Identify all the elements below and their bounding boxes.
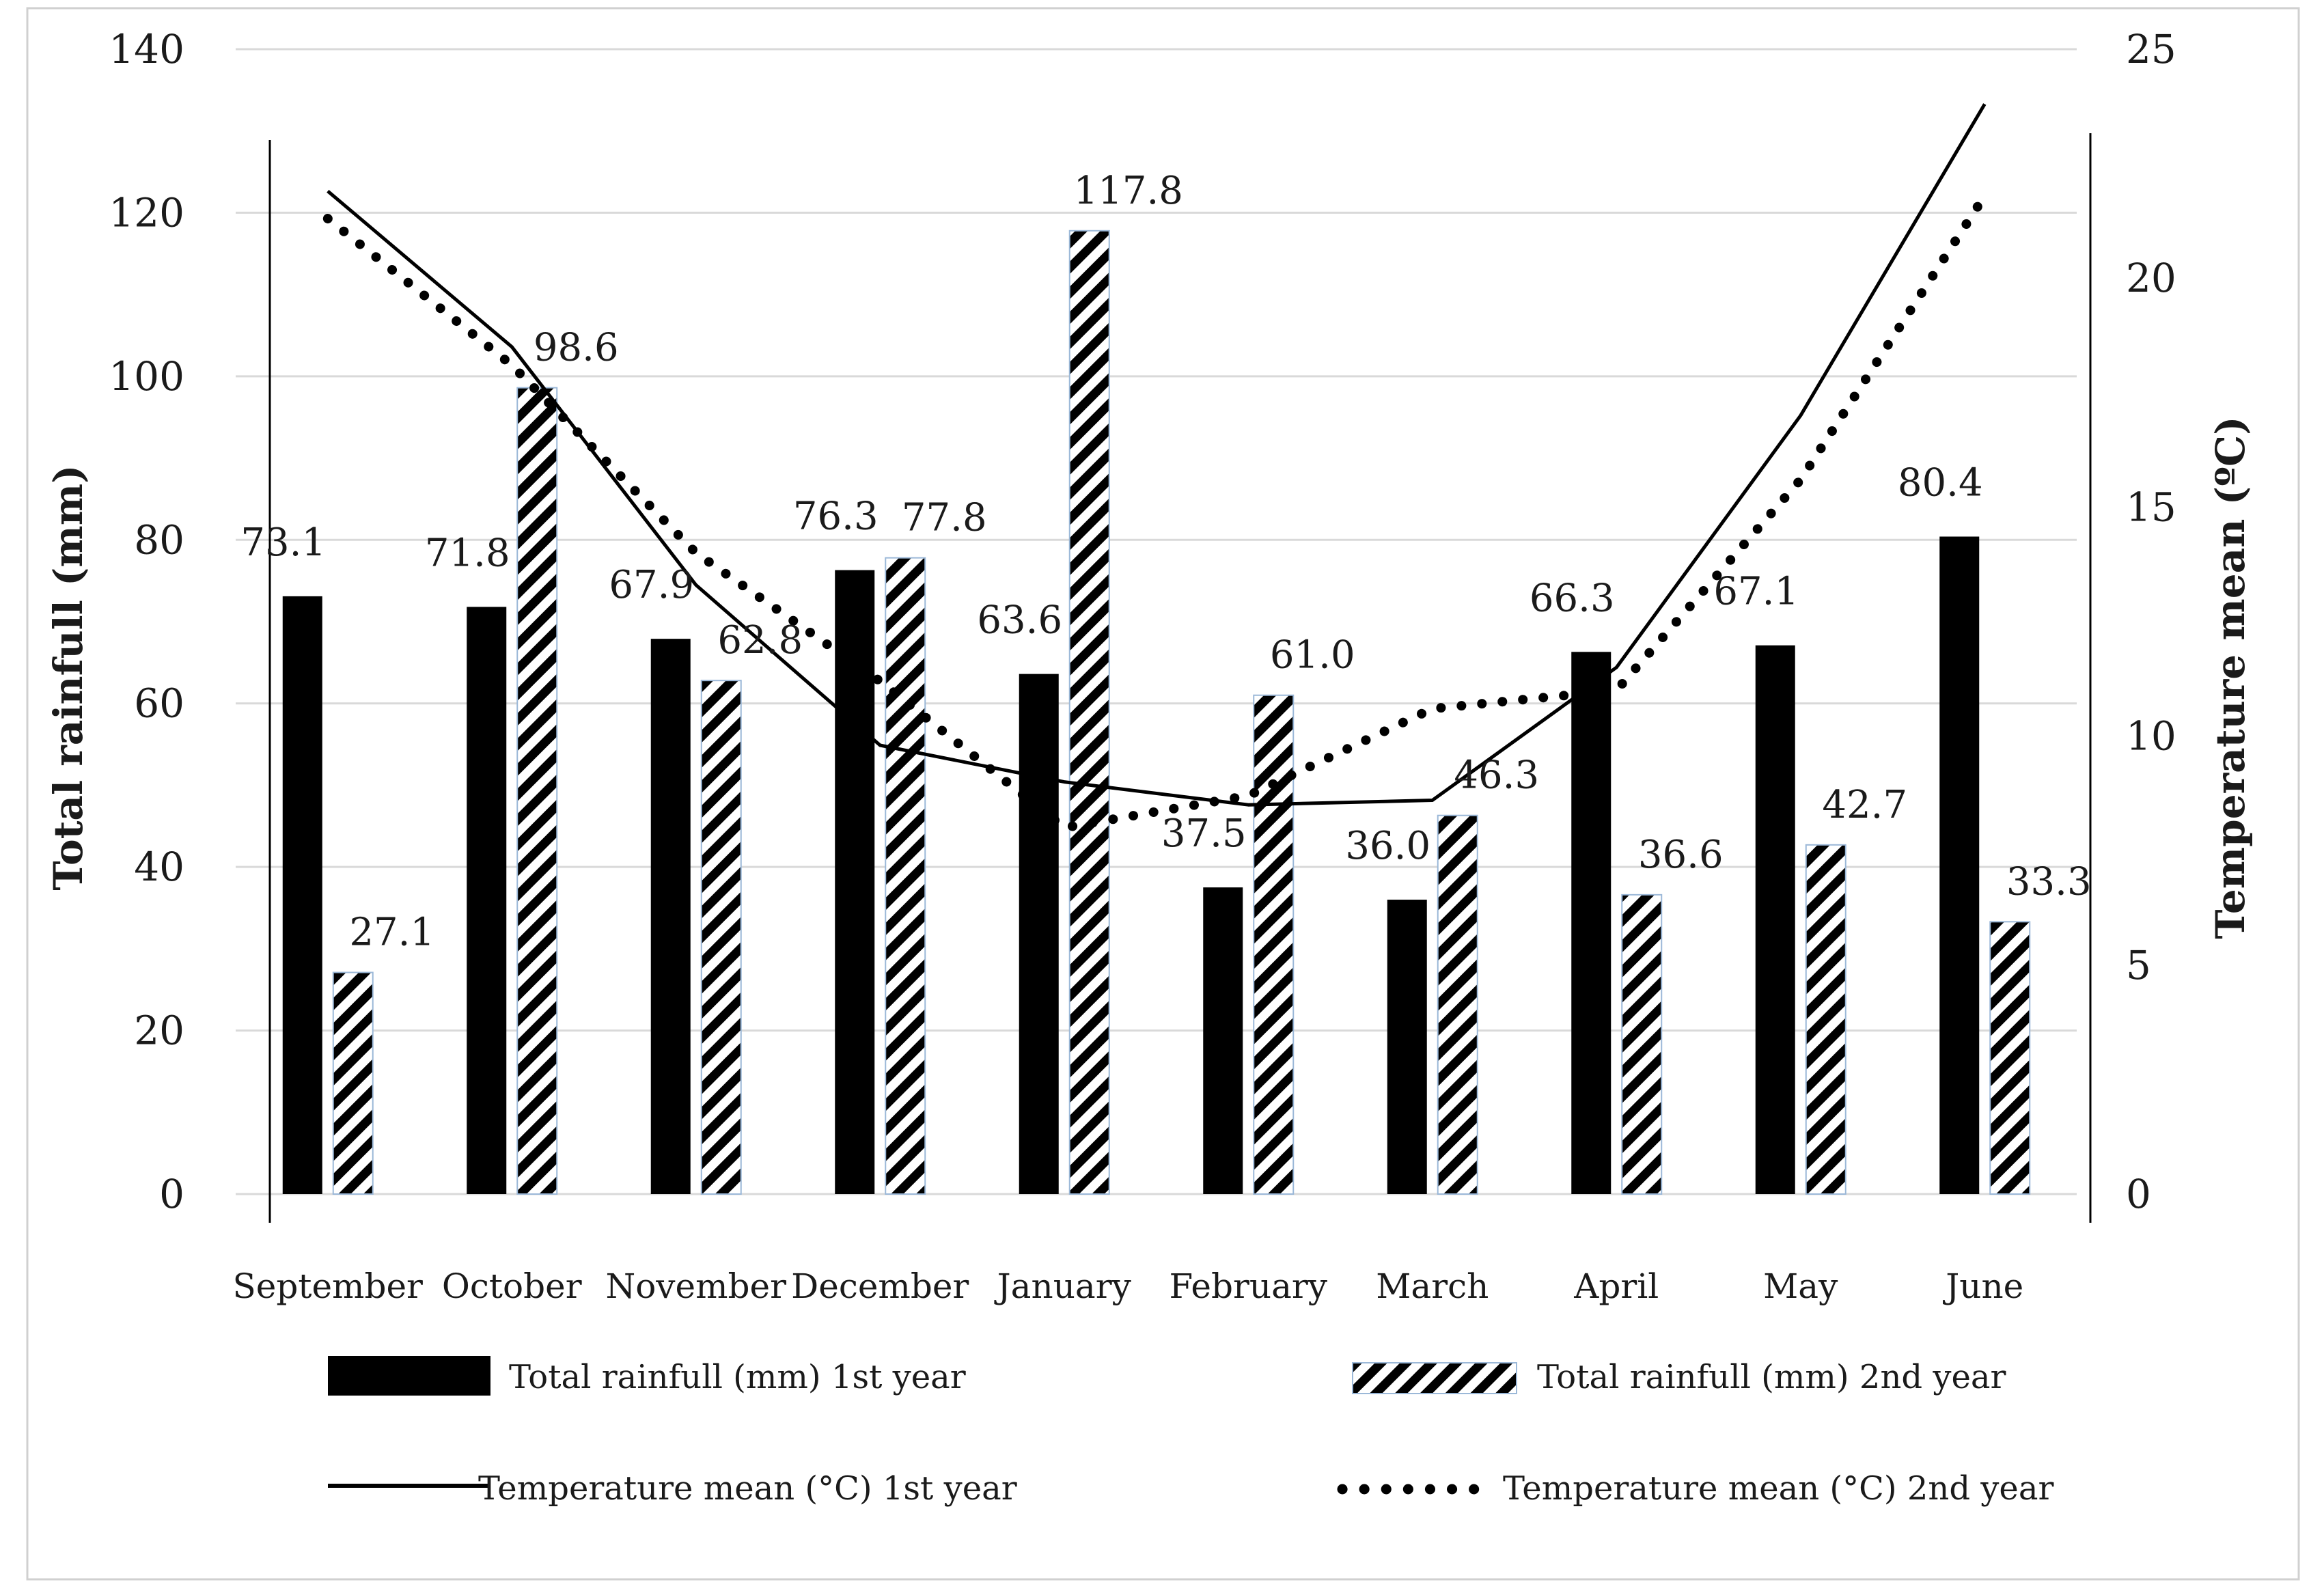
month-label-september: September [233,1266,424,1306]
month-label-december: December [791,1266,969,1306]
right-tick-5: 5 [2126,942,2151,988]
month-labels: September October November December January F… [233,1266,2024,1306]
month-label-april: April [1573,1266,1659,1306]
data-label-2nd-year-october: 98.6 [534,326,619,370]
data-label-2nd-year-november: 62.8 [717,618,803,663]
bar-2nd-year-may [1805,844,1846,1195]
bar-1st-year-november [650,639,691,1194]
legend: Total rainfull (mm) 1st year Total rainf… [328,1356,2053,1508]
left-tick-100: 100 [109,353,184,400]
left-tick-80: 80 [134,516,184,563]
left-tick-0: 0 [159,1171,184,1217]
bar-2nd-year-march [1437,814,1478,1195]
legend-label-1st-year-rainfall: Total rainfull (mm) 1st year [509,1358,966,1396]
data-label-1st-year-november: 67.9 [609,563,694,607]
month-label-february: February [1169,1266,1327,1306]
bar-2nd-year-january [1068,230,1110,1195]
bar-1st-year-march [1387,900,1427,1194]
bar-1st-year-september [282,596,322,1194]
bar-2nd-year-october [516,387,558,1195]
data-label-1st-year-january: 63.6 [977,598,1062,643]
month-label-may: May [1763,1266,1838,1306]
month-label-november: November [605,1266,786,1306]
right-tick-10: 10 [2126,713,2176,760]
temperature-lines [322,103,1990,833]
data-label-2nd-year-february: 61.0 [1270,633,1355,678]
left-tick-20: 20 [134,1008,184,1054]
legend-label-2nd-year-temperature: Temperature mean (°C) 2nd year [1503,1469,2053,1508]
data-label-2nd-year-september: 27.1 [349,911,434,955]
chart-frame [26,7,2300,1581]
bar-2nd-year-june [1989,921,2031,1195]
bar-2nd-year-february [1253,694,1295,1195]
data-label-1st-year-december: 76.3 [793,495,879,539]
data-label-2nd-year-december: 77.8 [902,496,987,540]
right-tick-15: 15 [2126,484,2176,530]
data-label-2nd-year-january: 117.8 [1074,169,1183,213]
line-temperature-2nd-year [322,191,1990,833]
month-label-october: October [442,1266,582,1306]
bar-2nd-year-november [700,680,742,1195]
left-tick-60: 60 [134,680,184,727]
axis-ticks: 0 20 40 60 80 100 120 140 0 5 10 15 20 25 [109,26,2176,1217]
bar-1st-year-february [1203,887,1243,1194]
bar-2nd-year-april [1621,894,1663,1195]
data-label-2nd-year-april: 36.6 [1638,833,1724,877]
bar-1st-year-october [467,607,507,1194]
data-label-1st-year-october: 71.8 [425,531,510,575]
data-label-2nd-year-june: 33.3 [2006,859,2092,904]
left-tick-140: 140 [109,26,184,72]
right-tick-25: 25 [2126,26,2176,72]
right-tick-20: 20 [2126,255,2176,301]
right-tick-0: 0 [2126,1171,2151,1217]
legend-swatch-2nd-year-rainfall [1352,1362,1517,1394]
legend-swatch-1st-year-rainfall [328,1356,490,1396]
bar-1st-year-january [1019,674,1059,1194]
data-labels: 73.1 27.1 71.8 98.6 67.9 62.8 76.3 77.8 63.6 117.… [240,169,2091,955]
left-axis-title: Total rainfull (mm) [45,465,92,890]
bars [282,230,2031,1195]
data-label-1st-year-june: 80.4 [1898,460,1983,505]
left-tick-120: 120 [109,189,184,236]
bar-1st-year-may [1755,645,1795,1194]
bar-2nd-year-september [332,971,374,1195]
line-temperature-1st-year [327,103,1987,807]
legend-label-1st-year-temperature: Temperature mean (°C) 1st year [478,1469,1017,1508]
data-label-1st-year-february: 37.5 [1161,812,1247,856]
bar-2nd-year-december [885,557,926,1195]
data-label-2nd-year-march: 46.3 [1454,753,1539,798]
month-label-march: March [1376,1266,1489,1306]
month-label-june: June [1942,1266,2023,1306]
data-label-1st-year-april: 66.3 [1530,576,1615,620]
bar-1st-year-december [835,570,875,1194]
month-label-january: January [994,1266,1132,1306]
data-label-1st-year-september: 73.1 [240,521,326,565]
bar-1st-year-april [1571,652,1611,1194]
left-tick-40: 40 [134,844,184,890]
bar-1st-year-june [1939,536,1980,1194]
data-label-1st-year-may: 67.1 [1713,570,1799,614]
right-axis-title: Temperature mean (ºC) [2207,416,2254,939]
legend-label-2nd-year-rainfall: Total rainfull (mm) 2nd year [1537,1358,2006,1396]
data-label-1st-year-march: 36.0 [1345,824,1430,868]
data-label-2nd-year-may: 42.7 [1822,783,1907,827]
gridlines [236,48,2077,1195]
